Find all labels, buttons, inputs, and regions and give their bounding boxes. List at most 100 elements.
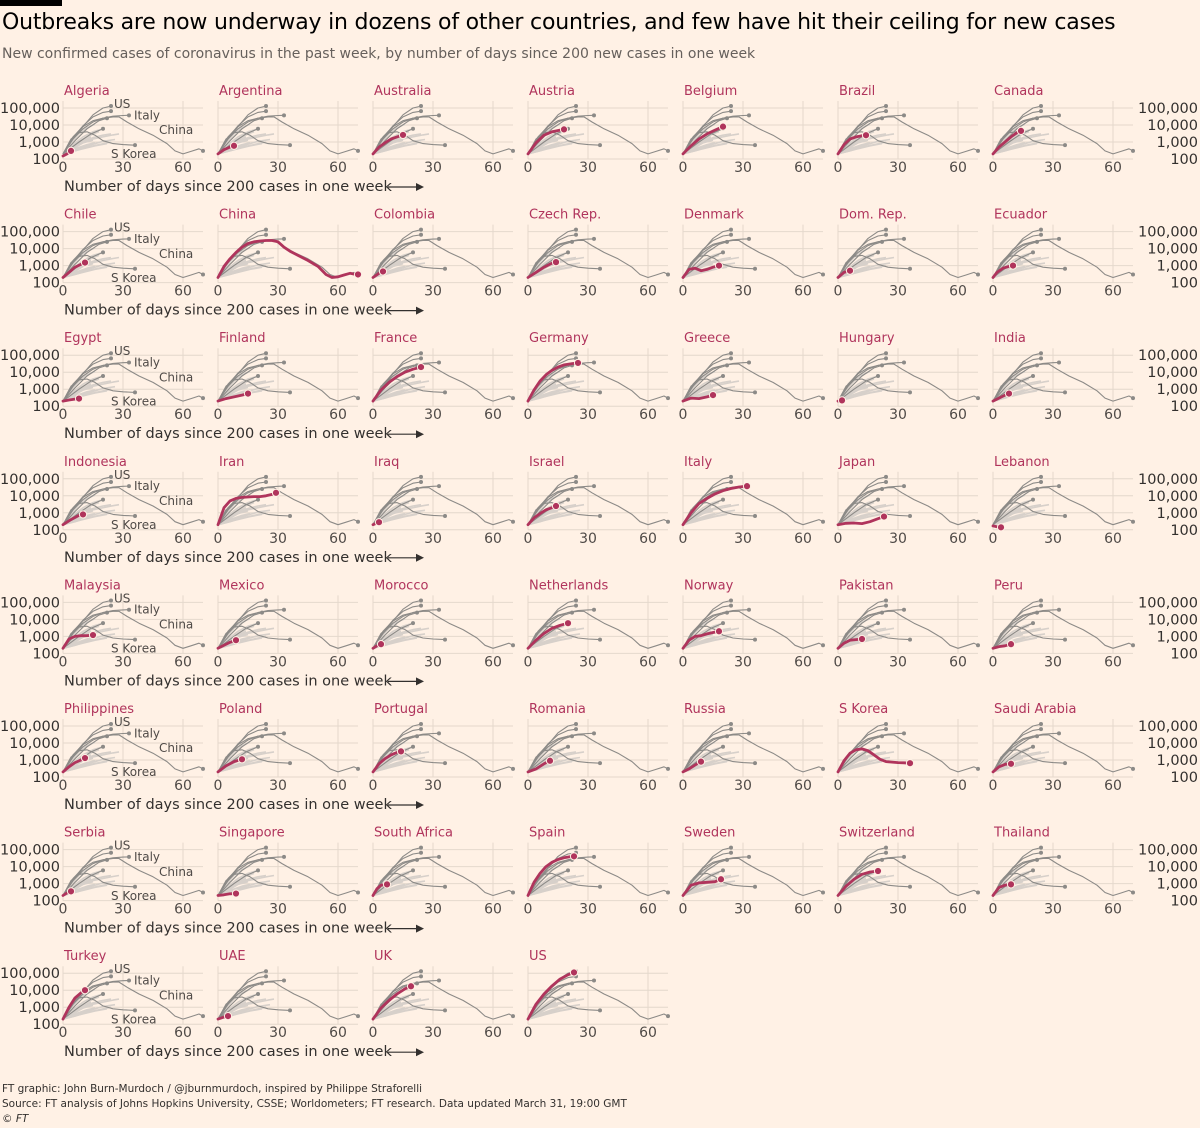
reference-label-italy: Italy (134, 108, 160, 122)
reference-end-dot (729, 232, 733, 237)
highlight-end-dot (569, 852, 579, 861)
background-country-line (527, 880, 559, 897)
reference-end-dot (1063, 637, 1067, 642)
x-tick-label: 60 (794, 778, 812, 794)
highlight-line (526, 854, 576, 897)
reference-end-dot (260, 734, 264, 739)
x-tick-label: 0 (524, 407, 533, 423)
reference-end-dot (725, 610, 729, 615)
reference-line (62, 622, 104, 649)
reference-line (372, 114, 440, 155)
background-country-line (527, 880, 581, 897)
reference-line (992, 375, 1034, 402)
reference-end-dot (976, 890, 980, 895)
reference-end-dot (419, 722, 423, 727)
highlight-line (216, 392, 250, 403)
reference-end-dot (908, 390, 912, 395)
reference-end-dot (127, 484, 131, 489)
x-tick-label: 0 (59, 160, 68, 176)
x-axis-title: Number of days since 200 cases in one we… (64, 179, 392, 195)
reference-end-dot (574, 479, 578, 484)
reference-end-dot (105, 734, 109, 739)
background-country-line (217, 262, 249, 279)
reference-end-dot (256, 744, 260, 749)
reference-end-dot (1031, 250, 1035, 255)
reference-line (372, 610, 514, 649)
reference-line (372, 239, 514, 279)
reference-line (62, 859, 108, 896)
x-axis-arrow-head (416, 430, 424, 439)
reference-label-s-korea: S Korea (111, 765, 156, 779)
panel-title: Russia (684, 702, 726, 717)
panel-title: Japan (838, 455, 875, 470)
reference-end-dot (356, 519, 360, 524)
reference-line (372, 981, 514, 1020)
highlight-end-dot (696, 757, 706, 766)
x-tick-label: 0 (989, 284, 998, 300)
x-tick-label: 60 (329, 654, 347, 670)
panel-title: India (994, 331, 1026, 346)
reference-line (62, 363, 204, 402)
reference-end-dot (570, 610, 574, 615)
x-tick-label: 60 (794, 531, 812, 547)
reference-end-dot (419, 232, 423, 237)
reference-label-italy: Italy (134, 603, 160, 617)
x-tick-label: 0 (214, 407, 223, 423)
reference-end-dot (880, 363, 884, 368)
panel-poland: Poland 0 30 60 (214, 702, 360, 794)
highlight-end-dot (374, 518, 384, 527)
reference-line (527, 605, 577, 649)
reference-end-dot (1039, 474, 1043, 479)
background-country-line (62, 1003, 116, 1020)
x-tick-label: 30 (579, 654, 597, 670)
reference-end-dot (105, 610, 109, 615)
panel-russia: Russia 0 30 60 (679, 702, 825, 794)
highlight-end-dot (74, 394, 84, 403)
panel-mexico: Mexico 0 30 60 (214, 578, 360, 670)
x-tick-label: 30 (424, 160, 442, 176)
reference-end-dot (264, 351, 268, 356)
panel-us: US 0 30 60 (524, 949, 670, 1041)
reference-line (682, 234, 732, 278)
reference-end-dot (288, 143, 292, 148)
reference-line (527, 361, 595, 402)
reference-line (62, 735, 108, 773)
reference-end-dot (419, 603, 423, 608)
highlight-end-dot (1006, 880, 1016, 889)
highlight-line (526, 361, 580, 403)
reference-line (527, 735, 573, 773)
reference-end-dot (201, 272, 205, 277)
reference-line (682, 110, 732, 155)
ft-brand-bar (0, 0, 62, 6)
reference-end-dot (729, 722, 733, 727)
reference-end-dot (574, 227, 578, 232)
reference-end-dot (511, 272, 515, 277)
reference-line (837, 357, 887, 402)
background-country-line (217, 510, 249, 526)
x-tick-label: 30 (114, 902, 132, 918)
highlight-end-dot (857, 634, 867, 644)
background-country-line (837, 757, 869, 773)
x-tick-label: 60 (174, 407, 192, 423)
x-tick-label: 60 (1104, 902, 1122, 918)
reference-line (992, 499, 1034, 526)
background-country-line (992, 139, 1024, 155)
x-tick-label: 0 (369, 531, 378, 547)
background-country-line (837, 509, 891, 526)
reference-end-dot (908, 513, 912, 518)
reference-end-dot (264, 227, 268, 232)
reference-line (682, 732, 750, 773)
reference-label-us: US (114, 468, 130, 482)
x-tick-label: 60 (949, 407, 967, 423)
panel-title: Mexico (219, 578, 264, 593)
highlight-line (836, 747, 912, 774)
x-tick-label: 0 (679, 407, 688, 423)
reference-line (992, 605, 1042, 649)
reference-end-dot (725, 363, 729, 368)
reference-end-dot (574, 727, 578, 732)
reference-end-dot (666, 890, 670, 895)
reference-label-italy: Italy (134, 850, 160, 864)
reference-label-us: US (114, 839, 130, 853)
reference-end-dot (101, 991, 105, 996)
reference-end-dot (574, 104, 578, 109)
